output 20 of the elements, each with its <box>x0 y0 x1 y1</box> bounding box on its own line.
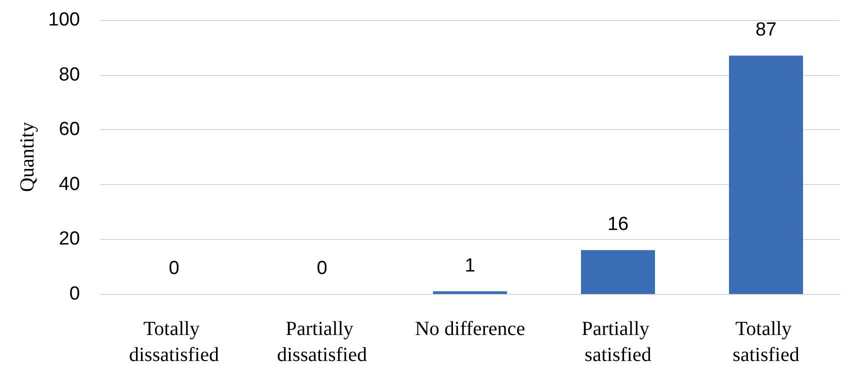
y-tick-label: 80 <box>58 64 80 86</box>
y-tick-label: 0 <box>69 284 80 304</box>
data-label: 0 <box>316 258 328 279</box>
bar <box>433 291 507 294</box>
data-label: 16 <box>607 214 629 236</box>
x-tick-label: Partially dissatisfied <box>277 318 367 366</box>
data-label: 87 <box>755 20 777 41</box>
bar <box>581 250 655 294</box>
data-label: 0 <box>168 258 180 279</box>
x-tick-label: No difference <box>414 318 526 340</box>
x-tick-label: Partially satisfied <box>582 318 654 366</box>
x-tick-label: Totally satisfied <box>732 318 800 366</box>
y-tick-label: 40 <box>58 174 80 195</box>
y-tick-label: 100 <box>48 10 80 30</box>
y-axis-title: Quantity <box>16 122 38 192</box>
data-label: 1 <box>464 255 476 276</box>
bar <box>729 56 803 294</box>
y-tick-label: 20 <box>58 228 80 250</box>
y-tick-label: 60 <box>58 119 80 140</box>
x-tick-label: Totally dissatisfied <box>129 318 219 366</box>
